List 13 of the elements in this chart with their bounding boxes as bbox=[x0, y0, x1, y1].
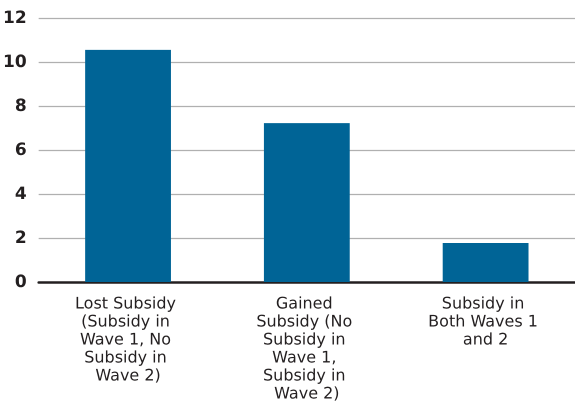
y-tick-label: 2 bbox=[14, 228, 27, 248]
y-tick-label: 4 bbox=[14, 184, 27, 204]
x-tick-label: Gained Subsidy (No Subsidy in Wave 1, Subsidy in Wave 2) bbox=[256, 294, 358, 402]
y-tick-label: 0 bbox=[14, 272, 27, 292]
bar bbox=[85, 50, 171, 282]
y-tick-label: 6 bbox=[14, 140, 27, 160]
bar bbox=[442, 243, 529, 282]
y-tick-label: 12 bbox=[2, 8, 27, 28]
bar bbox=[264, 123, 350, 282]
x-tick-label: Subsidy in Both Waves 1 and 2 bbox=[428, 294, 544, 348]
x-tick-label: Lost Subsidy (Subsidy in Wave 1, No Subsidy in Wave 2) bbox=[75, 294, 182, 384]
y-tick-label: 8 bbox=[14, 96, 27, 116]
y-tick-label: 10 bbox=[2, 52, 27, 72]
